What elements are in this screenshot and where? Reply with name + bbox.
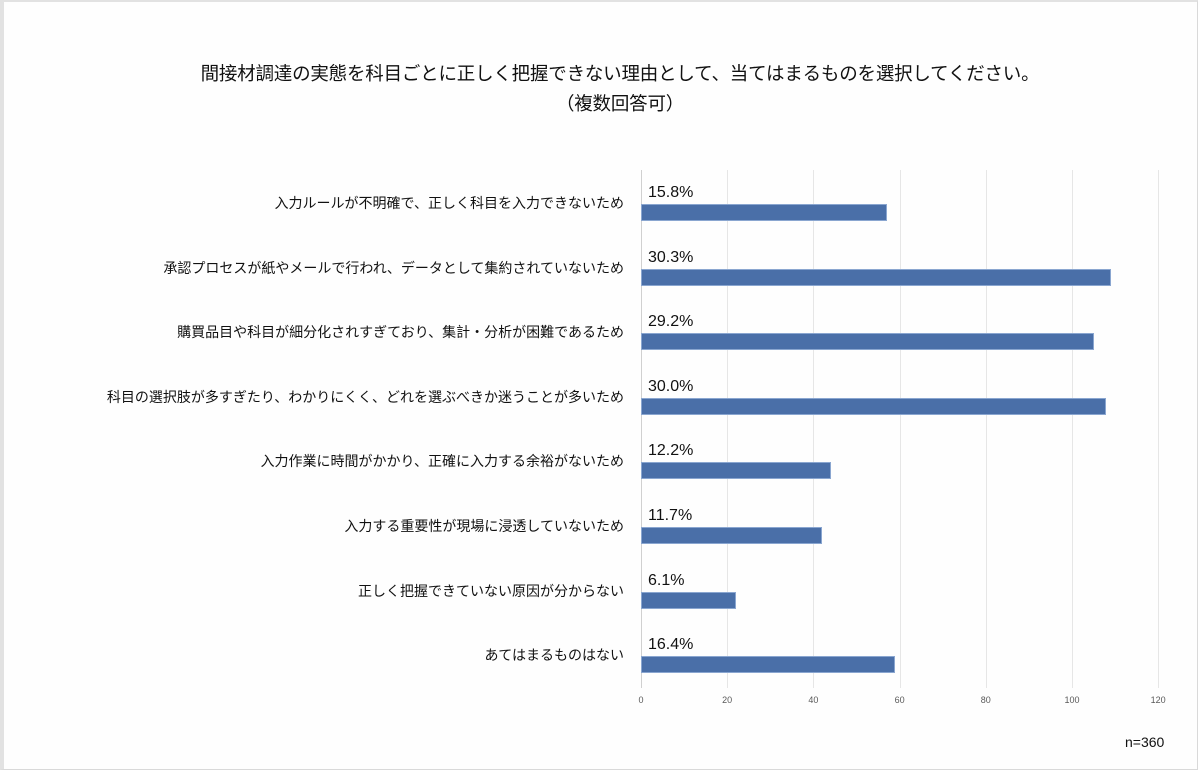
x-tick-label: 40 — [808, 695, 819, 705]
data-label: 15.8% — [648, 184, 696, 202]
data-label: 30.0% — [648, 377, 696, 396]
category-label: 入力作業に時間がかかり、正確に入力する余裕がないため — [260, 454, 624, 471]
bar — [641, 397, 1107, 415]
gridline — [727, 170, 729, 688]
bar — [641, 656, 896, 674]
gridline — [985, 170, 987, 688]
data-label: 6.1% — [648, 571, 687, 590]
category-label: あてはまるものはない — [484, 648, 624, 665]
category-label: 科目の選択肢が多すぎたり、わかりにくく、どれを選ぶべきか迷うことが多いため — [106, 389, 624, 406]
bar — [641, 591, 736, 609]
chart-title: 間接材調達の実態を科目ごとに正しく把握できない理由として、当てはまるものを選択し… — [200, 64, 1040, 85]
data-label: 30.3% — [648, 248, 696, 267]
bar — [641, 527, 823, 544]
bar — [641, 333, 1094, 351]
category-label: 入力ルールが不明確で、正しく科目を入力できないため — [274, 196, 624, 212]
category-label: 正しく把握できていない原因が分からない — [358, 583, 624, 600]
x-tick-label: 120 — [1150, 695, 1166, 705]
bar — [641, 462, 831, 480]
data-label: 29.2% — [648, 313, 696, 332]
sample-size-label: n=360 — [1125, 734, 1165, 750]
gridline — [1158, 170, 1160, 688]
category-label: 購買品目や科目が細分化されすぎており、集計・分析が困難であるため — [177, 325, 624, 342]
gridline — [899, 170, 901, 688]
x-tick-label: 0 — [638, 695, 644, 705]
x-tick-label: 60 — [894, 695, 905, 705]
gridline — [813, 170, 815, 688]
gridline — [641, 170, 642, 688]
bar — [641, 204, 887, 221]
x-tick-label: 20 — [722, 695, 733, 705]
data-label: 11.7% — [648, 507, 695, 525]
gridline — [1072, 170, 1073, 688]
x-tick-label: 100 — [1064, 695, 1080, 705]
data-label: 16.4% — [648, 636, 696, 655]
category-label: 入力する重要性が現場に浸透していないため — [344, 519, 624, 535]
x-tick-label: 80 — [980, 695, 991, 705]
plot-area — [641, 170, 1160, 688]
data-label: 12.2% — [648, 442, 696, 461]
chart-subtitle: （複数回答可） — [555, 94, 685, 115]
bar — [641, 268, 1111, 286]
category-label: 承認プロセスが紙やメールで行われ、データとして集約されていないため — [163, 260, 624, 277]
